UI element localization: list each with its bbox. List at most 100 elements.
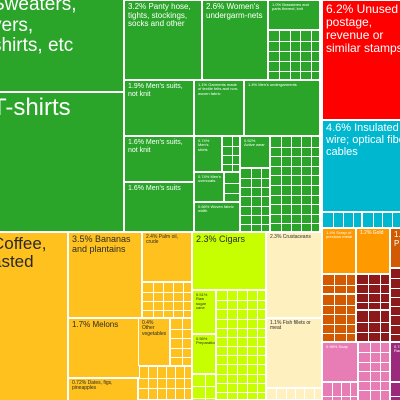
treemap-cell-coffee-label: Coffee, asted [0, 234, 47, 272]
treemap-subdivision [359, 352, 389, 354]
treemap-subdivision [261, 169, 262, 231]
treemap-cell-sweaters: Sweaters, vers, shirts, etc [0, 0, 124, 92]
treemap-filler-cell [192, 374, 216, 400]
treemap-subdivision [269, 51, 319, 52]
treemap-cell-melons: 1.7% Melons [68, 318, 140, 378]
treemap-subdivision [334, 275, 336, 293]
treemap-cell-sweaters-label: Sweaters, vers, shirts, etc [0, 0, 77, 57]
treemap-subdivision [300, 31, 302, 79]
treemap-cell-mens-suits-not-knit-2: 1.6% Men's suits, not knit [124, 136, 194, 182]
treemap-subdivision [334, 295, 336, 341]
treemap-subdivision [391, 324, 400, 326]
treemap-subdivision [205, 375, 206, 400]
treemap-subdivision [368, 275, 370, 309]
treemap-subdivision [143, 292, 191, 293]
treemap-subdivision [379, 311, 381, 341]
treemap-cell-cigars: 2.3% Cigars [192, 232, 266, 290]
treemap-subdivision [391, 333, 400, 335]
treemap-subdivision [251, 169, 252, 231]
treemap-subdivision [359, 380, 389, 382]
treemap-subdivision [341, 383, 342, 400]
treemap-subdivision [157, 367, 158, 400]
treemap-subdivision [241, 223, 269, 225]
treemap-subdivision [217, 346, 265, 347]
treemap-cell-bananas-label: 3.5% Bananas and plantains [72, 234, 131, 254]
treemap-subdivision [271, 165, 319, 167]
treemap-cell-palm-oil: 2.4% Palm oil, crude [142, 232, 192, 282]
treemap-cell-mens-suits-not-knit: 1.9% Men's suits, not knit [124, 80, 194, 136]
treemap-filler-cell [270, 136, 320, 232]
treemap-cell-palm-oil-label: 2.4% Palm oil, crude [146, 234, 178, 246]
treemap-subdivision [382, 213, 384, 227]
treemap-subdivision [323, 323, 355, 325]
treemap-cell-soap: 0.98% Soap [322, 342, 358, 382]
treemap-subdivision [143, 301, 191, 302]
treemap-cell-scrap-precious: 1.4% Scrap of precious metal [322, 228, 356, 274]
treemap-subdivision [237, 291, 238, 399]
treemap-subdivision [350, 383, 351, 400]
treemap-subdivision [269, 61, 319, 62]
treemap-subdivision [173, 283, 174, 317]
treemap-subdivision [217, 364, 265, 366]
treemap-subdivision [217, 300, 265, 302]
treemap-subdivision [276, 389, 278, 400]
treemap-cell-mens-overcoats-label: 0.74% Men's overcoats [198, 174, 221, 184]
treemap-cell-precious-edge: 1.8% P [390, 228, 400, 268]
treemap-filler-cell [322, 382, 358, 400]
treemap-cell-womens-undergarments-label: 2.6% Women's undergarm-nets [206, 2, 263, 20]
treemap-cell-woven-fabric-label: 0.66% Woven fabric width [198, 204, 234, 214]
treemap-subdivision [313, 389, 315, 400]
treemap-subdivision [153, 283, 154, 317]
treemap-filler-cell [216, 290, 266, 400]
treemap-cell-mens-suits-not-knit-2-label: 1.6% Men's suits, not knit [128, 139, 183, 154]
treemap-subdivision [143, 310, 191, 311]
treemap-subdivision [271, 146, 319, 148]
treemap-subdivision [139, 377, 191, 379]
treemap-cell-postage-label: 6.2% Unused postage, revenue or similar … [326, 2, 400, 55]
treemap-filler-cell [390, 382, 400, 400]
treemap-cell-gold: 1.2% Gold [356, 228, 390, 274]
treemap-subdivision [166, 367, 167, 400]
treemap-cell-mens-suits-label: 1.6% Men's suits [128, 185, 181, 192]
treemap-cell-melons-label: 1.7% Melons [72, 320, 119, 329]
treemap-subdivision [357, 302, 389, 303]
treemap-cell-radio: 0.74% Radio [390, 342, 400, 382]
treemap-subdivision [372, 213, 374, 227]
treemap-cell-other-vegetables: 0.4% Other vegetables [138, 318, 170, 366]
treemap-subdivision [271, 185, 319, 186]
treemap-subdivision [271, 156, 319, 158]
treemap-cell-fish-fillets: 1.1% Fish fillets or meat [266, 318, 322, 388]
treemap-subdivision [232, 137, 233, 171]
treemap-filler-cell [356, 274, 390, 310]
treemap-cell-insulated-wire-label: 4.6% Insulated wire; optical fiber cable… [326, 122, 400, 158]
treemap-filler-cell [322, 294, 356, 342]
treemap-filler-cell [266, 388, 322, 400]
treemap-subdivision [171, 357, 191, 359]
treemap-subdivision [357, 284, 389, 285]
treemap-cell-womens-undergarments: 2.6% Women's undergarm-nets [202, 0, 268, 80]
treemap-subdivision [301, 137, 302, 231]
treemap-cell-tshirts-label: T-shirts [0, 94, 71, 121]
treemap-subdivision [353, 213, 354, 227]
treemap-cell-soap-label: 0.98% Soap [326, 344, 348, 349]
treemap-subdivision [217, 318, 265, 320]
treemap-filler-cell [170, 318, 192, 366]
treemap-subdivision [241, 187, 269, 189]
treemap-subdivision [139, 388, 191, 389]
treemap-cell-other-vegetables-label: 0.4% Other vegetables [142, 320, 167, 337]
treemap-subdivision [241, 178, 269, 180]
treemap-cell-garments-felt: 1.1% Garments made of textile felts and … [194, 80, 244, 136]
treemap-subdivision [379, 275, 381, 309]
treemap-subdivision [171, 338, 191, 340]
treemap-cell-radio-label: 0.74% Radio [394, 344, 400, 354]
treemap-subdivision [148, 367, 149, 400]
treemap-subdivision [359, 361, 389, 363]
treemap-cell-insulated-wire: 4.6% Insulated wire; optical fiber cable… [322, 120, 400, 212]
treemap-subdivision [163, 283, 164, 317]
treemap-subdivision [295, 389, 296, 400]
treemap-cell-fish-fillets-label: 1.1% Fish fillets or meat [270, 320, 311, 332]
treemap-subdivision [225, 183, 239, 184]
treemap-cell-postage: 6.2% Unused postage, revenue or similar … [322, 0, 400, 120]
treemap-cell-crustaceans: 2.3% Crustaceans [266, 232, 322, 318]
